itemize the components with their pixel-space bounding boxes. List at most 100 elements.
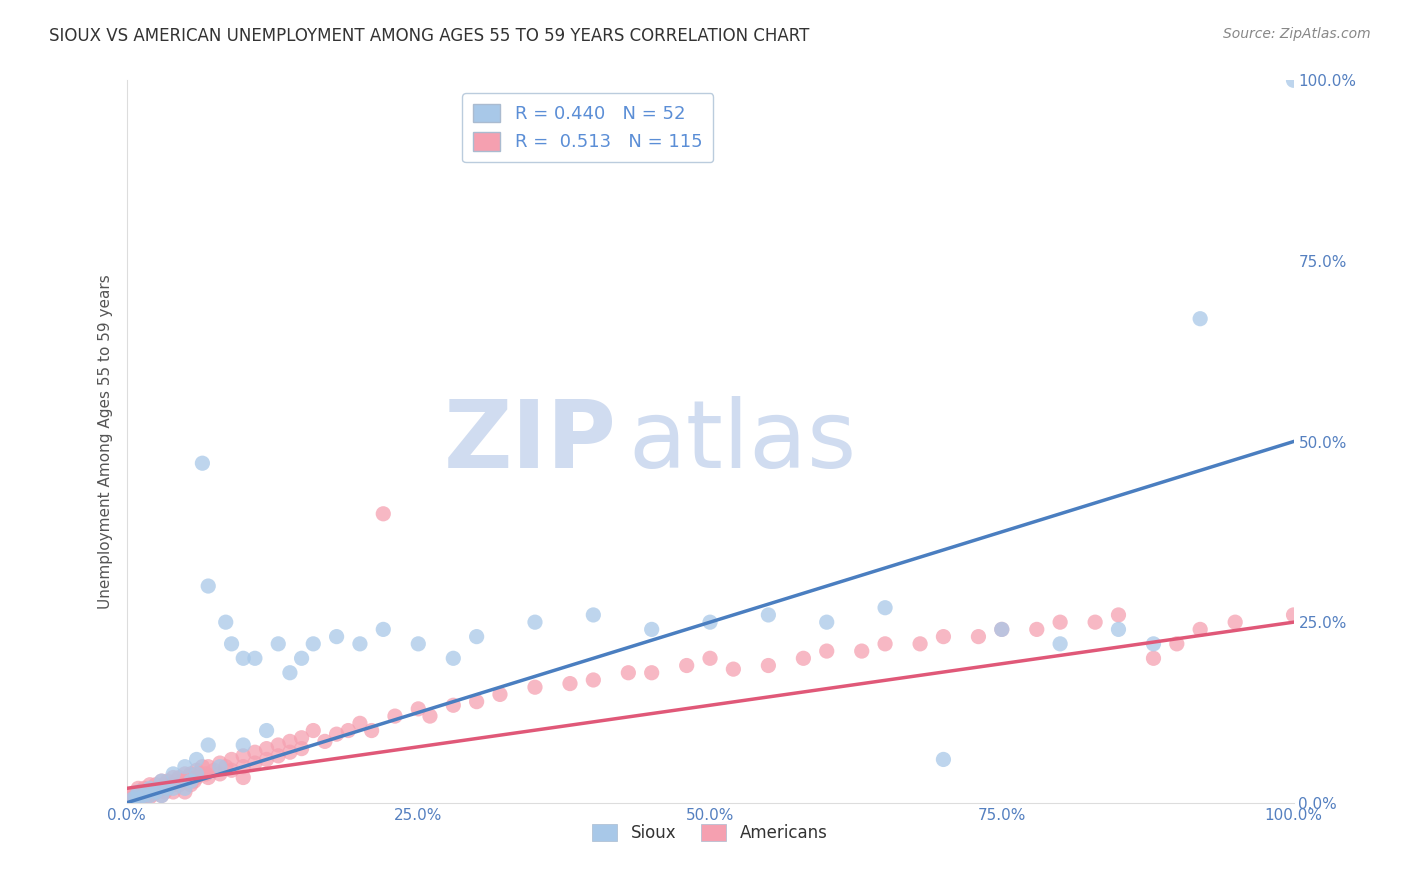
Point bbox=[290, 731, 312, 745]
Point bbox=[186, 752, 208, 766]
Point bbox=[723, 662, 745, 676]
Point bbox=[174, 774, 197, 789]
Point bbox=[124, 790, 146, 805]
Point bbox=[122, 787, 145, 801]
Point bbox=[156, 774, 179, 789]
Point bbox=[127, 792, 149, 806]
Point bbox=[256, 741, 278, 756]
Point bbox=[186, 764, 208, 778]
Point bbox=[141, 781, 163, 796]
Point bbox=[675, 658, 697, 673]
Point bbox=[641, 665, 664, 680]
Point bbox=[174, 767, 197, 781]
Point bbox=[908, 637, 931, 651]
Point bbox=[162, 778, 184, 792]
Point bbox=[1189, 311, 1212, 326]
Point bbox=[153, 785, 176, 799]
Point bbox=[489, 687, 512, 701]
Point bbox=[932, 752, 955, 766]
Point bbox=[1049, 637, 1071, 651]
Text: ZIP: ZIP bbox=[444, 395, 617, 488]
Point bbox=[150, 781, 173, 796]
Point bbox=[1189, 623, 1212, 637]
Point bbox=[150, 789, 173, 803]
Point bbox=[148, 782, 170, 797]
Point bbox=[191, 760, 214, 774]
Point bbox=[156, 781, 179, 796]
Point bbox=[1282, 607, 1305, 622]
Point bbox=[349, 637, 371, 651]
Point bbox=[325, 727, 347, 741]
Point bbox=[139, 781, 162, 796]
Point bbox=[176, 771, 198, 785]
Point bbox=[221, 637, 243, 651]
Point bbox=[256, 752, 278, 766]
Point bbox=[139, 789, 162, 803]
Point bbox=[641, 623, 664, 637]
Point bbox=[441, 651, 464, 665]
Point bbox=[373, 507, 395, 521]
Point bbox=[582, 607, 605, 622]
Point bbox=[162, 785, 184, 799]
Point bbox=[197, 738, 219, 752]
Point bbox=[699, 651, 721, 665]
Point bbox=[932, 630, 955, 644]
Point bbox=[1166, 637, 1188, 651]
Point bbox=[337, 723, 360, 738]
Text: atlas: atlas bbox=[628, 395, 856, 488]
Point bbox=[408, 637, 430, 651]
Point bbox=[232, 760, 254, 774]
Point bbox=[215, 615, 238, 630]
Point bbox=[180, 778, 202, 792]
Point bbox=[408, 702, 430, 716]
Point bbox=[120, 789, 142, 803]
Point bbox=[121, 792, 143, 806]
Point bbox=[1142, 637, 1164, 651]
Point bbox=[373, 623, 395, 637]
Point bbox=[302, 723, 325, 738]
Point bbox=[267, 738, 290, 752]
Point bbox=[314, 734, 336, 748]
Point bbox=[139, 790, 162, 805]
Point bbox=[990, 623, 1012, 637]
Point bbox=[118, 796, 141, 810]
Point bbox=[142, 787, 165, 801]
Text: Source: ZipAtlas.com: Source: ZipAtlas.com bbox=[1223, 27, 1371, 41]
Point bbox=[1223, 615, 1246, 630]
Point bbox=[125, 789, 148, 803]
Point bbox=[349, 716, 371, 731]
Point bbox=[384, 709, 406, 723]
Point bbox=[221, 764, 243, 778]
Point bbox=[290, 741, 312, 756]
Text: SIOUX VS AMERICAN UNEMPLOYMENT AMONG AGES 55 TO 59 YEARS CORRELATION CHART: SIOUX VS AMERICAN UNEMPLOYMENT AMONG AGE… bbox=[49, 27, 810, 45]
Point bbox=[125, 790, 148, 805]
Point bbox=[756, 658, 779, 673]
Point bbox=[129, 785, 152, 799]
Point bbox=[139, 778, 162, 792]
Point bbox=[990, 623, 1012, 637]
Point bbox=[139, 785, 162, 799]
Point bbox=[202, 764, 225, 778]
Point bbox=[243, 756, 266, 770]
Point bbox=[174, 785, 197, 799]
Point bbox=[815, 644, 838, 658]
Point bbox=[145, 785, 167, 799]
Point bbox=[278, 745, 301, 759]
Point bbox=[875, 637, 897, 651]
Point bbox=[174, 760, 197, 774]
Point bbox=[699, 615, 721, 630]
Point bbox=[183, 774, 205, 789]
Point bbox=[188, 767, 211, 781]
Point bbox=[136, 789, 159, 803]
Point bbox=[131, 789, 153, 803]
Legend: Sioux, Americans: Sioux, Americans bbox=[586, 817, 834, 848]
Point bbox=[325, 630, 347, 644]
Point bbox=[558, 676, 581, 690]
Point bbox=[208, 756, 231, 770]
Point bbox=[1108, 623, 1130, 637]
Point bbox=[134, 785, 156, 799]
Point bbox=[160, 778, 183, 792]
Point bbox=[232, 771, 254, 785]
Point bbox=[150, 774, 173, 789]
Point bbox=[465, 695, 488, 709]
